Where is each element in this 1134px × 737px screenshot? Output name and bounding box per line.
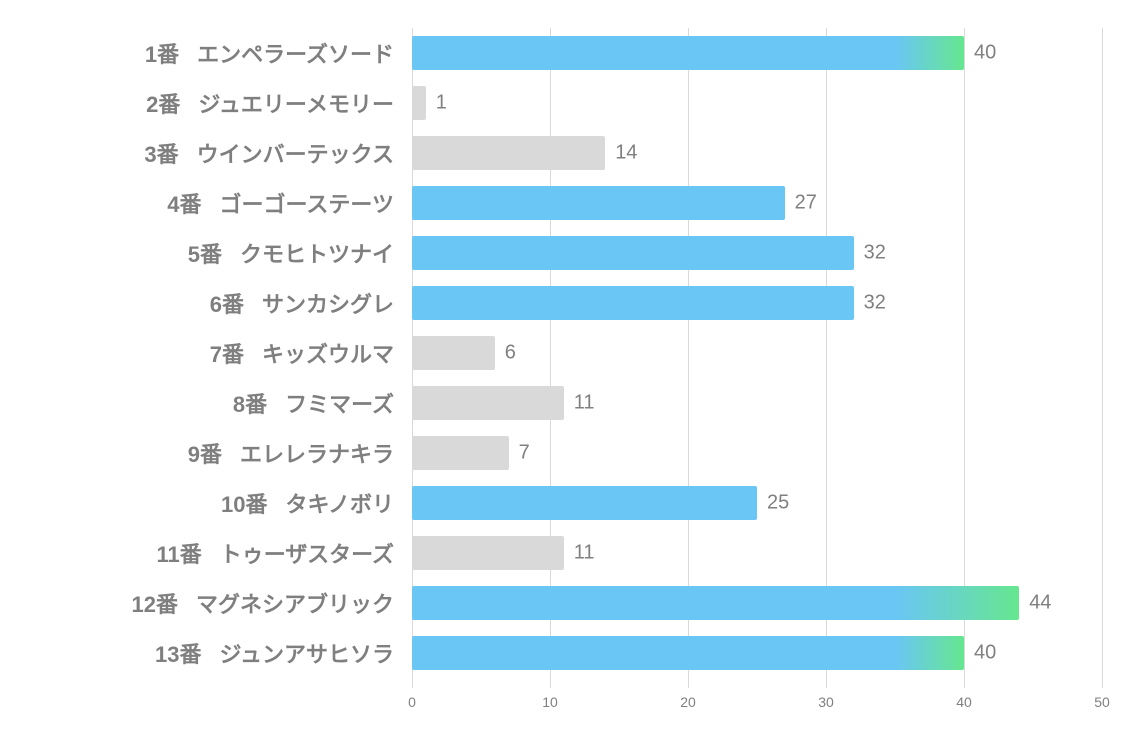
row-label: 5番クモヒトツナイ	[162, 237, 412, 269]
bar	[412, 186, 785, 220]
bar	[412, 286, 854, 320]
plot-area: 010203040501番エンペラーズソード402番ジュエリーメモリー13番ウイ…	[412, 28, 1102, 688]
bar-row: 1番エンペラーズソード40	[412, 36, 1102, 70]
row-number: 11番	[142, 537, 202, 569]
x-tick-label: 0	[408, 694, 416, 710]
row-number: 7番	[184, 337, 244, 369]
row-name: ゴーゴーステーツ	[220, 187, 394, 219]
value-label: 11	[574, 542, 595, 565]
row-label: 6番サンカシグレ	[184, 287, 412, 319]
bar-row: 2番ジュエリーメモリー1	[412, 86, 1102, 120]
row-name: マグネシアブリック	[196, 587, 394, 619]
gridline	[1102, 28, 1103, 688]
bar	[412, 236, 854, 270]
row-name: サンカシグレ	[262, 287, 394, 319]
row-name: フミマーズ	[285, 387, 394, 419]
bar-row: 5番クモヒトツナイ32	[412, 236, 1102, 270]
bar	[412, 536, 564, 570]
row-number: 1番	[119, 37, 179, 69]
bar-row: 6番サンカシグレ32	[412, 286, 1102, 320]
x-tick-label: 40	[956, 694, 972, 710]
row-name: ジュンアサヒソラ	[220, 637, 394, 669]
value-label: 44	[1029, 592, 1051, 615]
row-number: 5番	[162, 237, 222, 269]
row-label: 10番タキノボリ	[208, 487, 412, 519]
row-number: 8番	[207, 387, 267, 419]
value-label: 27	[795, 192, 817, 215]
bar-row: 12番マグネシアブリック44	[412, 586, 1102, 620]
value-label: 25	[767, 492, 789, 515]
bar-row: 13番ジュンアサヒソラ40	[412, 636, 1102, 670]
value-label: 6	[505, 342, 516, 365]
row-label: 4番ゴーゴーステーツ	[142, 187, 412, 219]
row-label: 9番エレレラナキラ	[162, 437, 412, 469]
row-name: ウインバーテックス	[197, 137, 394, 169]
value-label: 14	[615, 142, 637, 165]
row-name: タキノボリ	[286, 487, 394, 519]
row-label: 2番ジュエリーメモリー	[120, 87, 412, 119]
bar	[412, 136, 605, 170]
bar-row: 10番タキノボリ25	[412, 486, 1102, 520]
bar	[412, 86, 426, 120]
row-name: クモヒトツナイ	[240, 237, 394, 269]
bar	[412, 36, 964, 70]
row-label: 3番ウインバーテックス	[119, 137, 412, 169]
bar-row: 11番トゥーザスターズ11	[412, 536, 1102, 570]
bar	[412, 586, 1019, 620]
x-tick-label: 50	[1094, 694, 1110, 710]
bar	[412, 386, 564, 420]
value-label: 1	[436, 92, 447, 115]
bar-row: 8番フミマーズ11	[412, 386, 1102, 420]
value-label: 40	[974, 42, 996, 65]
bar-row: 9番エレレラナキラ7	[412, 436, 1102, 470]
value-label: 11	[574, 392, 595, 415]
x-tick-label: 10	[542, 694, 558, 710]
bar-row: 3番ウインバーテックス14	[412, 136, 1102, 170]
value-label: 32	[864, 292, 886, 315]
row-name: キッズウルマ	[262, 337, 394, 369]
row-number: 2番	[120, 87, 180, 119]
x-tick-label: 30	[818, 694, 834, 710]
row-name: トゥーザスターズ	[220, 537, 394, 569]
row-label: 8番フミマーズ	[207, 387, 412, 419]
row-label: 13番ジュンアサヒソラ	[142, 637, 412, 669]
value-label: 32	[864, 242, 886, 265]
bar	[412, 436, 509, 470]
bar	[412, 636, 964, 670]
row-number: 9番	[162, 437, 222, 469]
row-name: エンペラーズソード	[197, 37, 394, 69]
row-name: エレレラナキラ	[240, 437, 394, 469]
row-number: 6番	[184, 287, 244, 319]
bar	[412, 486, 757, 520]
bar	[412, 336, 495, 370]
row-number: 3番	[119, 137, 179, 169]
row-label: 7番キッズウルマ	[184, 337, 412, 369]
horse-bar-chart: 010203040501番エンペラーズソード402番ジュエリーメモリー13番ウイ…	[0, 0, 1134, 737]
bar-row: 7番キッズウルマ6	[412, 336, 1102, 370]
row-number: 4番	[142, 187, 202, 219]
x-tick-label: 20	[680, 694, 696, 710]
row-number: 12番	[118, 587, 178, 619]
row-number: 13番	[142, 637, 202, 669]
row-label: 11番トゥーザスターズ	[142, 537, 412, 569]
bar-row: 4番ゴーゴーステーツ27	[412, 186, 1102, 220]
value-label: 40	[974, 642, 996, 665]
row-number: 10番	[208, 487, 268, 519]
value-label: 7	[519, 442, 530, 465]
row-label: 12番マグネシアブリック	[118, 587, 412, 619]
row-label: 1番エンペラーズソード	[119, 37, 412, 69]
row-name: ジュエリーメモリー	[198, 87, 394, 119]
